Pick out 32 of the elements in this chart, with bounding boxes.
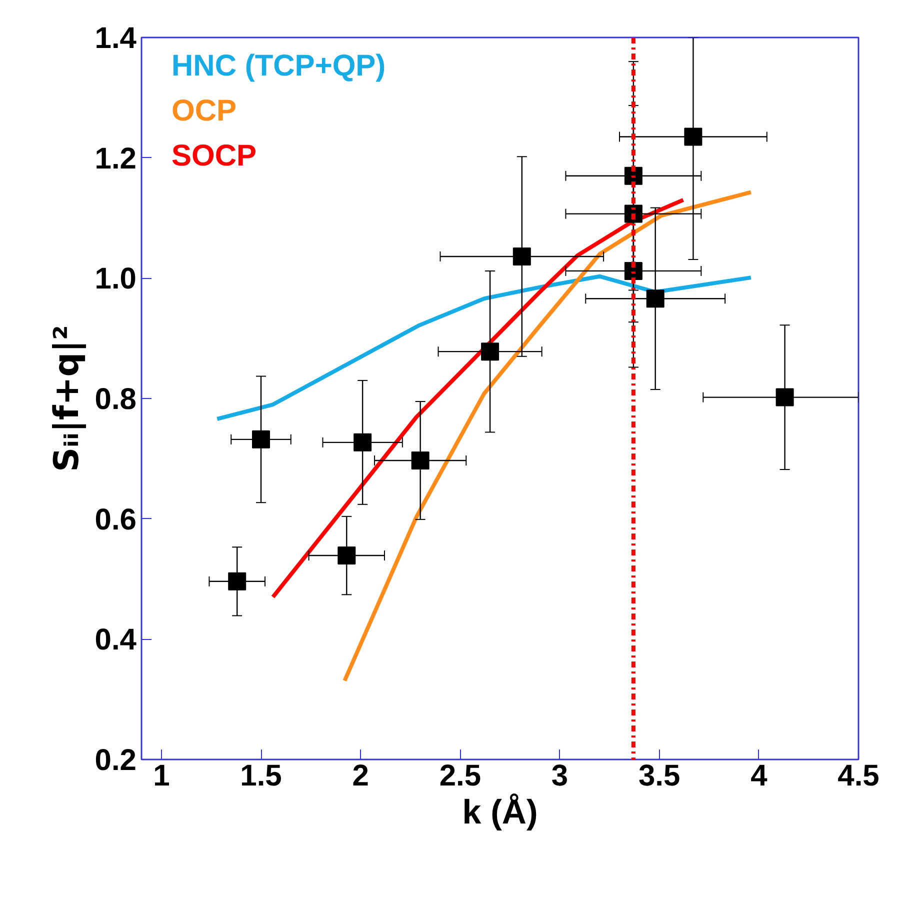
y-tick-label: 0.8 (94, 383, 137, 416)
y-tick-label: 0.4 (94, 624, 137, 657)
y-tick-label: 0.2 (94, 744, 137, 777)
x-tick-label: 4.5 (838, 760, 880, 792)
text: HNC (TCP+QP) (172, 50, 386, 82)
text: OCP (172, 94, 237, 128)
x-tick-label: 3 (551, 760, 568, 792)
line-series (342, 190, 753, 683)
x-tick-label: 2.5 (439, 760, 482, 792)
y-tick-label: 1.4 (94, 22, 137, 55)
y-tick-label: 0.6 (94, 503, 137, 536)
x-tick-label: 4 (750, 760, 768, 792)
x-tick-label: 1.5 (240, 760, 282, 792)
line-series (215, 274, 753, 421)
text: SOCP (172, 140, 257, 172)
x-tick-label: 3.5 (638, 760, 680, 792)
y-tick-label: 1.0 (94, 262, 137, 296)
point (481, 342, 500, 361)
point (228, 572, 246, 590)
point (252, 430, 270, 448)
x-axis-title: k (Å) (462, 794, 538, 832)
x-tick-label: 1 (153, 760, 170, 792)
point (411, 451, 430, 470)
y-axis-title: Sᵢᵢ|f+q|² (46, 325, 87, 472)
y-tick-label: 1.2 (94, 142, 137, 176)
point (512, 248, 531, 266)
point (338, 546, 356, 565)
point (684, 128, 702, 146)
point (354, 433, 372, 452)
point (646, 290, 664, 308)
point (776, 388, 794, 406)
x-tick-label: 2 (352, 760, 369, 792)
